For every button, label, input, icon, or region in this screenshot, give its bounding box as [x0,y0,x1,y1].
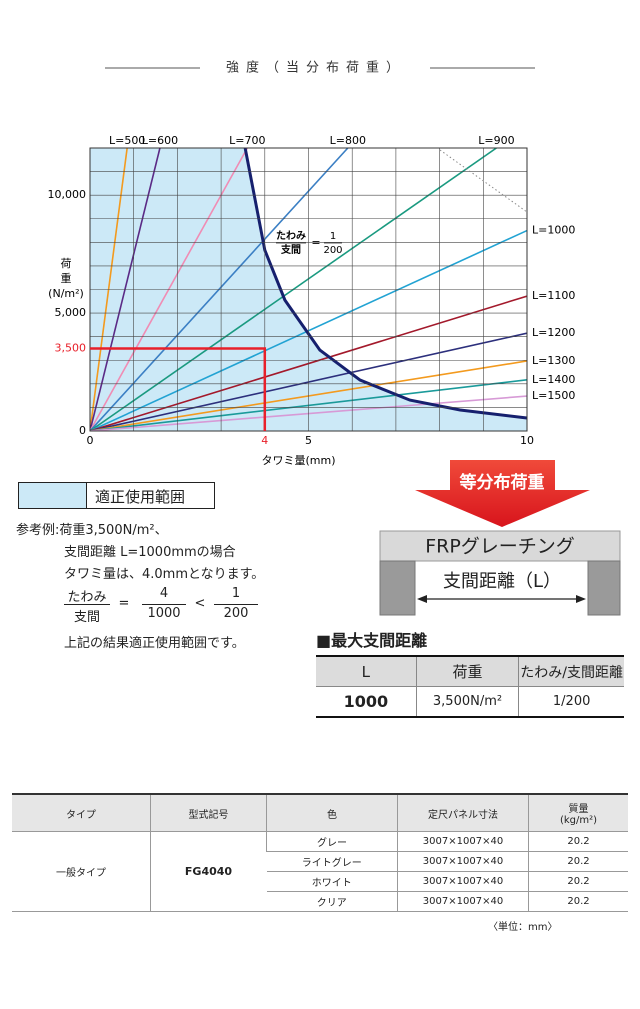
annotation-eq: = [311,236,320,249]
diagram: 等分布荷重 FRPグレーチング 支間距離（L） [379,460,621,616]
type-cell: 一般タイプ [12,831,151,912]
model-cell: FG4040 [150,831,267,912]
header-cell: 色 [266,794,398,832]
max-span-title: ■最大支間距離 [316,631,428,650]
grating-bar [379,530,621,562]
fraction-bar [64,604,110,605]
fraction-den: 1000 [147,606,181,621]
cell: 20.2 [528,851,628,872]
annotation-num: 1 [330,231,336,242]
plot-frame [89,147,528,432]
series-label: L=1000 [532,224,575,237]
fraction-lt: < [194,596,206,611]
series-label: L=1400 [532,373,575,386]
x-tick-label: 5 [305,434,312,447]
load-label: 等分布荷重 [460,472,545,493]
series-label: L=500 [109,134,145,147]
fraction-num: 1 [231,586,241,601]
load-arrow [415,460,590,527]
cell: 3007×1007×40 [397,831,529,852]
cell: 1/200 [552,694,591,709]
header-cell: タイプ [12,794,151,832]
span-arrowhead [417,595,427,603]
example-x-label: 4 [261,434,268,447]
y-tick-label: 10,000 [48,188,87,201]
example-guide [90,347,267,431]
series-label: L=1100 [532,289,575,302]
y-axis-label: 荷 [61,257,72,270]
mass-header: (kg/m²) [559,815,598,826]
header-cell: L [316,656,417,687]
cell: クリア [266,891,398,912]
cell: ホワイト [266,871,398,892]
fraction-num: 4 [159,586,169,601]
series-label: L=800 [330,134,366,147]
header-cell: 定尺パネル寸法 [397,794,529,832]
header-cell: 質量 (kg/m²) [528,794,628,832]
spec-table: タイプ 型式記号 色 定尺パネル寸法 質量 (kg/m²) 一般タイプ FG404… [12,793,628,912]
header-cell: 荷重 [416,656,520,687]
series-label: L=1200 [532,326,575,339]
x-tick-label: 10 [520,434,534,447]
x-tick-label: 0 [87,434,94,447]
dotted-guide [439,149,528,213]
example-line: 支間距離 L=1000mmの場合 [64,545,236,560]
example-line: 参考例:荷重3,500N/m²、 [16,523,168,538]
cell: 20.2 [528,831,628,852]
legend-swatch [19,483,87,508]
fraction-bar [214,604,258,605]
y-tick-label: 0 [79,424,86,437]
fraction-num: たわみ [67,590,107,605]
cell: 20.2 [528,891,628,912]
unit-note: 〈単位：mm〉 [488,922,558,933]
span-arrowhead [576,595,586,603]
annotation-num: たわみ [276,230,306,242]
fraction-den: 支間 [73,610,100,625]
support [379,560,416,616]
legend-label: 適正使用範囲 [95,488,186,506]
support [587,560,621,616]
cell: ライトグレー [266,851,398,872]
series-label: L=600 [142,134,178,147]
fraction-den: 200 [223,606,249,621]
x-axis-label: タワミ量(mm) [261,454,335,467]
cell: 20.2 [528,871,628,892]
header-cell: たわみ/支間距離 [518,656,624,687]
cell: 3,500N/m² [416,686,520,717]
series-label: L=1500 [532,389,575,402]
annotation-den: 支間 [280,243,301,256]
chart: 強度（当分布荷重） 0 5,000 10,000 0 5 10 タワミ量(mm) 荷重 (N/m… [48,60,576,468]
y-axis-label: (N/m²) [48,287,84,300]
cell: 3007×1007×40 [397,851,529,872]
fraction-bar [142,604,186,605]
annotation-den: 200 [323,245,342,256]
product-label: FRPグレーチング [425,536,575,558]
fraction-eq: = [118,596,130,611]
span-label: 支間距離（L） [443,571,561,592]
max-span-table: L 荷重 たわみ/支間距離 1000 3,500N/m² 1/200 [316,655,624,718]
series-label: L=1300 [532,354,575,367]
series-label: L=900 [478,134,514,147]
cell: 1000 [316,686,417,717]
example-line: タワミ量は、4.0mmとなります。 [64,567,265,582]
mass-header: 質量 [568,804,589,815]
cell: グレー [266,831,398,852]
y-tick-label: 5,000 [55,306,87,319]
legend-box: 適正使用範囲 [18,482,215,509]
header-cell: 型式記号 [150,794,267,832]
y-axis-label: 重 [61,271,72,285]
example-y-label: 3,500 [55,341,87,354]
series-label: L=700 [229,134,265,147]
cell: 3007×1007×40 [397,891,529,912]
cell: 3007×1007×40 [397,871,529,892]
example-conclusion: 上記の結果適正使用範囲です。 [64,636,245,651]
heading: 強度（当分布荷重） [226,60,406,76]
limit-curve [243,148,527,420]
